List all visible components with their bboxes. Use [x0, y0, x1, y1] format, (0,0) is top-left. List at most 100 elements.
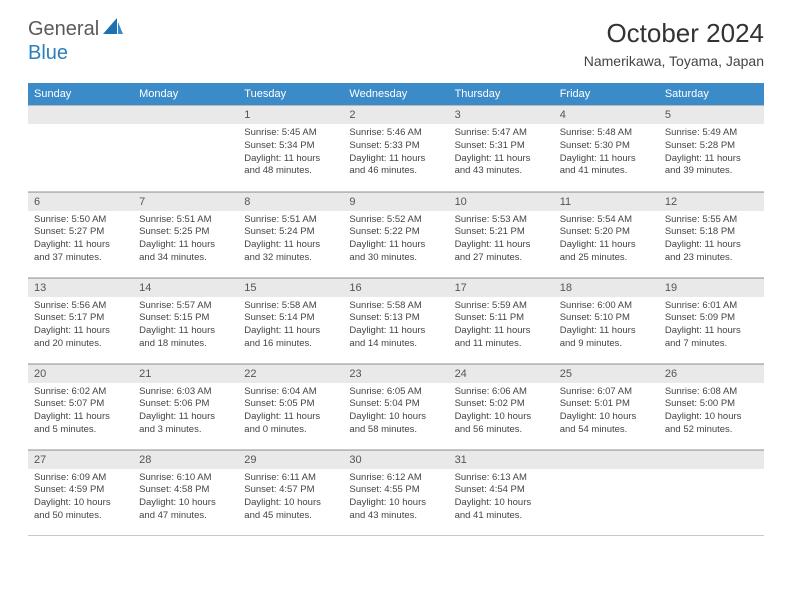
day-body: Sunrise: 5:51 AMSunset: 5:25 PMDaylight:… — [133, 211, 238, 271]
sunset-text: Sunset: 5:34 PM — [244, 140, 337, 153]
sunrise-text: Sunrise: 6:06 AM — [455, 386, 548, 399]
sunrise-text: Sunrise: 5:48 AM — [560, 127, 653, 140]
daylight-text: Daylight: 11 hours and 0 minutes. — [244, 411, 337, 437]
day-body: Sunrise: 5:55 AMSunset: 5:18 PMDaylight:… — [659, 211, 764, 271]
calendar-cell: 8Sunrise: 5:51 AMSunset: 5:24 PMDaylight… — [238, 191, 343, 277]
daylight-text: Daylight: 11 hours and 30 minutes. — [349, 239, 442, 265]
daylight-text: Daylight: 10 hours and 47 minutes. — [139, 497, 232, 523]
day-body: Sunrise: 5:50 AMSunset: 5:27 PMDaylight:… — [28, 211, 133, 271]
day-number: 13 — [28, 278, 133, 297]
daylight-text: Daylight: 11 hours and 9 minutes. — [560, 325, 653, 351]
sunrise-text: Sunrise: 6:07 AM — [560, 386, 653, 399]
day-header: Saturday — [659, 83, 764, 105]
day-body: Sunrise: 6:10 AMSunset: 4:58 PMDaylight:… — [133, 469, 238, 529]
calendar-cell: 16Sunrise: 5:58 AMSunset: 5:13 PMDayligh… — [343, 277, 448, 363]
calendar-cell: 23Sunrise: 6:05 AMSunset: 5:04 PMDayligh… — [343, 363, 448, 449]
calendar-week: 1 Sunrise: 5:45 AMSunset: 5:34 PM Daylight… — [28, 105, 764, 191]
calendar-cell: 21Sunrise: 6:03 AMSunset: 5:06 PMDayligh… — [133, 363, 238, 449]
sunrise-text: Sunrise: 5:49 AM — [665, 127, 758, 140]
calendar-cell: 3Sunrise: 5:47 AMSunset: 5:31 PMDaylight… — [449, 105, 554, 191]
sunset-text: Sunset: 5:31 PM — [455, 140, 548, 153]
sunrise-text: Sunrise: 5:56 AM — [34, 300, 127, 313]
month-title: October 2024 — [584, 18, 764, 49]
sunrise-text: Sunrise: 6:00 AM — [560, 300, 653, 313]
sunrise-text: Sunrise: 5:51 AM — [244, 214, 337, 227]
day-number: 9 — [343, 192, 448, 211]
daylight-text: Daylight: 11 hours and 7 minutes. — [665, 325, 758, 351]
calendar-cell: 13Sunrise: 5:56 AMSunset: 5:17 PMDayligh… — [28, 277, 133, 363]
day-header: Tuesday — [238, 83, 343, 105]
day-body: Sunrise: 5:51 AMSunset: 5:24 PMDaylight:… — [238, 211, 343, 271]
day-body: Sunrise: 6:03 AMSunset: 5:06 PMDaylight:… — [133, 383, 238, 443]
sunrise-text: Sunrise: 6:04 AM — [244, 386, 337, 399]
calendar-cell — [659, 449, 764, 535]
day-number: 5 — [659, 105, 764, 124]
calendar-cell: 10Sunrise: 5:53 AMSunset: 5:21 PMDayligh… — [449, 191, 554, 277]
calendar-cell: 9Sunrise: 5:52 AMSunset: 5:22 PMDaylight… — [343, 191, 448, 277]
daylight-text: Daylight: 11 hours and 34 minutes. — [139, 239, 232, 265]
sunrise-text: Sunrise: 6:13 AM — [455, 472, 548, 485]
sunrise-text: Sunrise: 6:08 AM — [665, 386, 758, 399]
calendar-week: 27Sunrise: 6:09 AMSunset: 4:59 PMDayligh… — [28, 449, 764, 535]
sunrise-text: Sunrise: 5:51 AM — [139, 214, 232, 227]
day-body: Sunrise: 5:56 AMSunset: 5:17 PMDaylight:… — [28, 297, 133, 357]
day-number: 1 — [238, 105, 343, 124]
sunrise-text: Sunrise: 5:55 AM — [665, 214, 758, 227]
day-body: Sunrise: 6:11 AMSunset: 4:57 PMDaylight:… — [238, 469, 343, 529]
sunset-text: Sunset: 5:15 PM — [139, 312, 232, 325]
daylight-text: Daylight: 11 hours and 41 minutes. — [560, 153, 653, 179]
sunset-text: Sunset: 5:02 PM — [455, 398, 548, 411]
day-body: Sunrise: 5:53 AMSunset: 5:21 PMDaylight:… — [449, 211, 554, 271]
day-number: 7 — [133, 192, 238, 211]
logo-sail-icon — [103, 18, 123, 41]
sunrise-text: Sunrise: 5:52 AM — [349, 214, 442, 227]
calendar-cell — [554, 449, 659, 535]
day-body — [554, 469, 659, 481]
sunset-text: Sunset: 5:25 PM — [139, 226, 232, 239]
day-number: 27 — [28, 450, 133, 469]
day-number: 11 — [554, 192, 659, 211]
calendar-cell: 22Sunrise: 6:04 AMSunset: 5:05 PMDayligh… — [238, 363, 343, 449]
calendar-cell: 25Sunrise: 6:07 AMSunset: 5:01 PMDayligh… — [554, 363, 659, 449]
sunrise-text: Sunrise: 5:46 AM — [349, 127, 442, 140]
day-body: Sunrise: 6:05 AMSunset: 5:04 PMDaylight:… — [343, 383, 448, 443]
logo-text-general: General — [28, 18, 99, 41]
day-body: Sunrise: 6:12 AMSunset: 4:55 PMDaylight:… — [343, 469, 448, 529]
sunset-text: Sunset: 4:55 PM — [349, 484, 442, 497]
sunrise-text: Sunrise: 6:09 AM — [34, 472, 127, 485]
sunset-text: Sunset: 5:28 PM — [665, 140, 758, 153]
sunrise-text: Sunrise: 5:58 AM — [349, 300, 442, 313]
day-body: Sunrise: 5:46 AMSunset: 5:33 PMDaylight:… — [343, 124, 448, 184]
calendar-cell: 27Sunrise: 6:09 AMSunset: 4:59 PMDayligh… — [28, 449, 133, 535]
sunrise-text: Sunrise: 6:01 AM — [665, 300, 758, 313]
sunrise-text: Sunrise: 5:50 AM — [34, 214, 127, 227]
day-number — [133, 105, 238, 124]
day-body: Sunrise: 6:04 AMSunset: 5:05 PMDaylight:… — [238, 383, 343, 443]
daylight-text: Daylight: 11 hours and 3 minutes. — [139, 411, 232, 437]
calendar-cell: 19Sunrise: 6:01 AMSunset: 5:09 PMDayligh… — [659, 277, 764, 363]
sunrise-text: Sunrise: 5:59 AM — [455, 300, 548, 313]
day-header: Thursday — [449, 83, 554, 105]
daylight-text: Daylight: 11 hours and 23 minutes. — [665, 239, 758, 265]
logo-text-blue: Blue — [28, 42, 68, 64]
sunset-text: Sunset: 5:06 PM — [139, 398, 232, 411]
sunset-text: Sunset: 5:27 PM — [34, 226, 127, 239]
day-number: 16 — [343, 278, 448, 297]
day-number: 6 — [28, 192, 133, 211]
daylight-text: Daylight: 11 hours and 39 minutes. — [665, 153, 758, 179]
sunrise-text: Sunrise: 6:10 AM — [139, 472, 232, 485]
calendar-cell: 11Sunrise: 5:54 AMSunset: 5:20 PMDayligh… — [554, 191, 659, 277]
day-number: 26 — [659, 364, 764, 383]
daylight-text: Daylight: 11 hours and 25 minutes. — [560, 239, 653, 265]
sunset-text: Sunset: 5:00 PM — [665, 398, 758, 411]
logo: General — [28, 18, 125, 41]
daylight-text: Daylight: 11 hours and 32 minutes. — [244, 239, 337, 265]
sunset-text: Sunset: 5:18 PM — [665, 226, 758, 239]
sunrise-text: Sunrise: 5:45 AM — [244, 127, 337, 140]
day-body: Sunrise: 5:57 AMSunset: 5:15 PMDaylight:… — [133, 297, 238, 357]
day-body: Sunrise: 6:06 AMSunset: 5:02 PMDaylight:… — [449, 383, 554, 443]
calendar-cell: 31Sunrise: 6:13 AMSunset: 4:54 PMDayligh… — [449, 449, 554, 535]
calendar-week: 13Sunrise: 5:56 AMSunset: 5:17 PMDayligh… — [28, 277, 764, 363]
sunrise-text: Sunrise: 6:05 AM — [349, 386, 442, 399]
day-body: Sunrise: 6:13 AMSunset: 4:54 PMDaylight:… — [449, 469, 554, 529]
